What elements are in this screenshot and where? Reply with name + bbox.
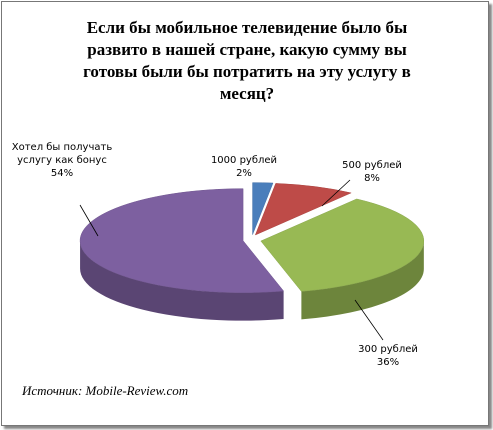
category-label: 500 рублей <box>342 160 402 171</box>
category-label: Хотел бы получать услугу как бонус <box>11 142 113 166</box>
slice <box>260 198 425 292</box>
category-label: 1000 рублей <box>210 155 278 166</box>
slice-side <box>80 240 284 321</box>
slice <box>79 188 285 293</box>
value-label: 8% <box>364 173 380 184</box>
value-label: 36% <box>376 357 400 368</box>
slice <box>254 183 352 236</box>
data-label: 1000 рублей 2% <box>204 154 284 180</box>
slice <box>252 182 274 235</box>
data-label: 500 рублей 8% <box>332 159 412 185</box>
value-label: 54% <box>50 168 74 179</box>
leader-line <box>79 204 99 237</box>
chart-frame <box>1 1 489 426</box>
value-label: 2% <box>236 168 252 179</box>
leader-line <box>321 179 351 207</box>
data-label: Хотел бы получать услугу как бонус 54% <box>7 141 117 180</box>
source-note: Источник: Mobile-Review.com <box>22 383 189 398</box>
slice-side <box>301 241 424 320</box>
slice-sides <box>80 240 424 321</box>
category-label: 300 рублей <box>358 344 418 355</box>
slice-tops <box>79 182 425 293</box>
data-label: 300 рублей 36% <box>348 343 428 369</box>
leader-line <box>354 299 384 341</box>
chart-title: Если бы мобильное телевидение было бы ра… <box>83 18 411 103</box>
